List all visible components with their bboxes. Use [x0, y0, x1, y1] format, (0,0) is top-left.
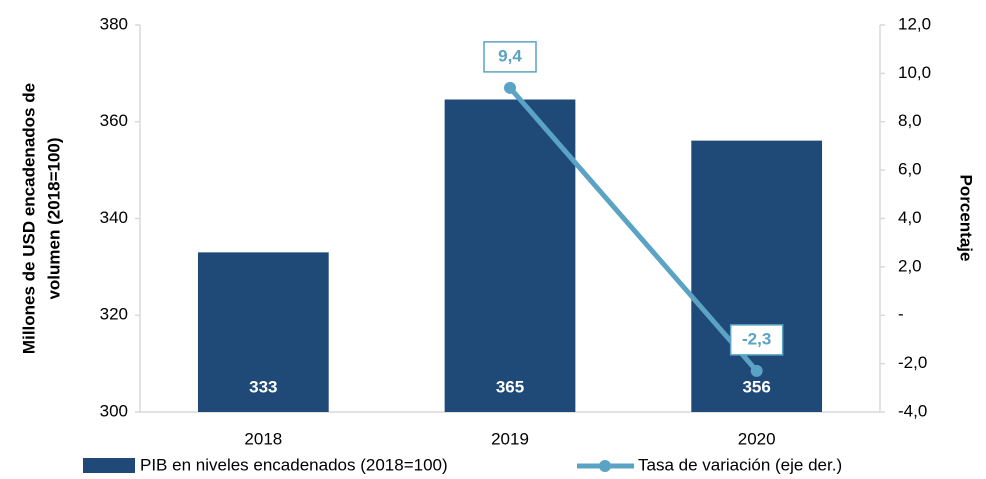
y2-tick-label: 2,0	[898, 256, 922, 275]
bar-label: 356	[742, 377, 770, 396]
y2-tick-label: 6,0	[898, 160, 922, 179]
label-box	[729, 324, 784, 356]
y-tick-label: 380	[100, 14, 128, 33]
line	[508, 86, 759, 373]
y2-tick-label: -4,0	[898, 401, 927, 420]
legend-label: PIB en niveles encadenados (2018=100)	[140, 455, 448, 474]
y-axis-title: volumen (2018=100)	[44, 137, 63, 299]
legend-label: Tasa de variación (eje der.)	[638, 455, 842, 474]
y2-tick-label: 10,0	[898, 63, 931, 82]
legend-swatch-marker	[599, 460, 611, 472]
legend-swatch	[83, 458, 135, 473]
label-box	[483, 41, 537, 73]
line-label: 9,4	[498, 46, 522, 65]
y-tick-label: 320	[100, 305, 128, 324]
bar	[197, 252, 329, 412]
x-tick-label: 2019	[491, 429, 529, 448]
bar-label: 365	[496, 377, 524, 396]
line-marker	[750, 364, 763, 377]
y2-tick-label: 12,0	[898, 14, 931, 33]
y2-axis-title: Porcentaje	[957, 175, 976, 262]
y-axis-title: Millones de USD encadenados de	[19, 83, 38, 354]
y-tick-label: 300	[100, 401, 128, 420]
y2-tick-label: -2,0	[898, 353, 927, 372]
bar-label: 333	[249, 377, 277, 396]
y2-tick-label: 8,0	[898, 111, 922, 130]
y2-tick-label: -	[898, 305, 904, 324]
line-label: -2,3	[742, 329, 771, 348]
y-tick-label: 360	[100, 111, 128, 130]
x-tick-label: 2020	[738, 429, 776, 448]
line-marker	[504, 81, 516, 94]
bar	[444, 99, 576, 412]
x-tick-label: 2018	[244, 429, 282, 448]
y-tick-label: 340	[100, 208, 128, 227]
y2-tick-label: 4,0	[898, 208, 922, 227]
